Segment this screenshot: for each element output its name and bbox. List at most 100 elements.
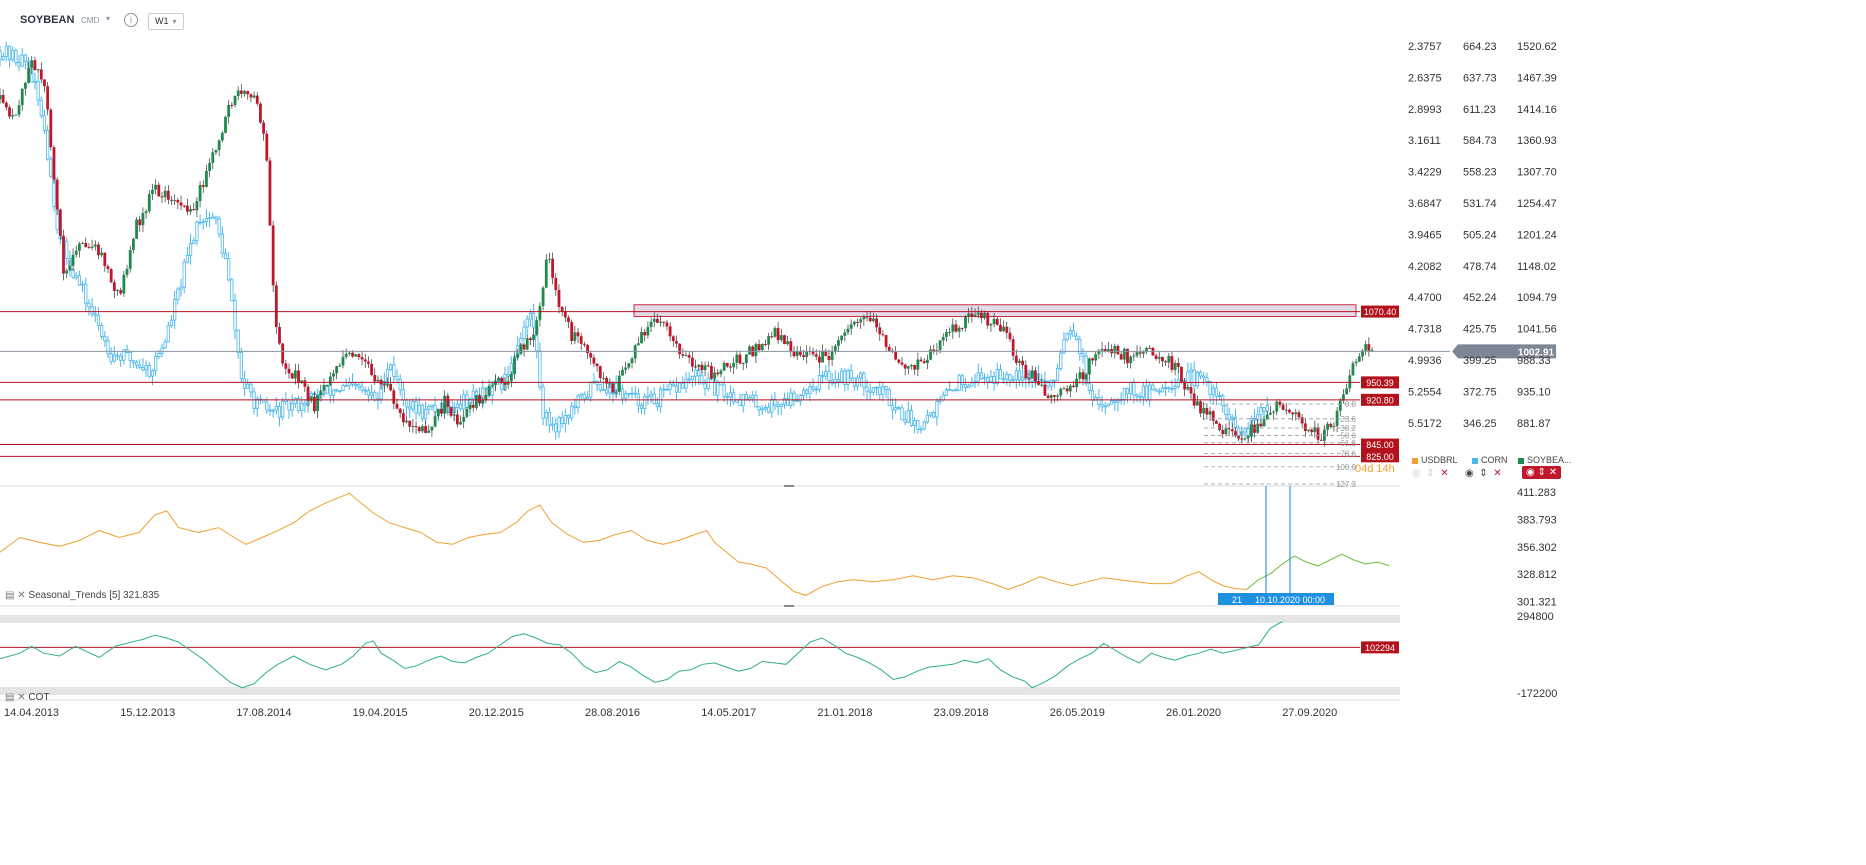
fib-level-label: 38.2 (1340, 424, 1356, 433)
legend-item-usdbrl[interactable]: USDBRL (1412, 455, 1458, 465)
panel-menu-icon[interactable]: ▤ (5, 590, 15, 601)
soybean-candle (887, 346, 891, 351)
legend-item-soybean[interactable]: SOYBEA... (1518, 455, 1572, 465)
move-icon[interactable]: ⇕ (1479, 468, 1488, 479)
panel-close-icon[interactable]: ✕ (17, 692, 26, 703)
soybean-controls[interactable]: ◉ ⇕ ✕ (1522, 466, 1562, 479)
soybean-candle (440, 408, 443, 414)
corn-controls[interactable]: ◉ ⇕ ✕ (1465, 468, 1502, 479)
corn-candle (989, 375, 993, 383)
soybean-candle (624, 367, 628, 370)
soybean-candle (608, 383, 612, 385)
soybean-candle (528, 338, 532, 341)
corn-candle (728, 392, 733, 398)
corn-candle (36, 80, 40, 101)
usdbrl-controls[interactable]: ◎ ⇕ ✕ (1412, 468, 1449, 479)
corn-candle (195, 221, 199, 242)
soybean-candle (246, 91, 250, 95)
soybean-candle (783, 335, 786, 345)
corn-axis-tick: 531.74 (1463, 198, 1497, 210)
corn-candle (147, 365, 151, 377)
close-icon[interactable]: ✕ (1548, 467, 1558, 478)
soybean-candle (582, 343, 586, 345)
corn-candle (233, 300, 237, 331)
soybean-candle (621, 369, 624, 376)
corn-candle (633, 392, 637, 395)
corn-candle (408, 406, 412, 410)
corn-candle (277, 406, 282, 418)
soybean-candle (436, 408, 440, 417)
corn-candle (751, 394, 755, 399)
soybean-candle (595, 363, 599, 367)
close-icon[interactable]: ✕ (1493, 468, 1502, 479)
symbol-title[interactable]: SOYBEAN (20, 14, 75, 26)
panel-close-icon[interactable]: ✕ (17, 590, 26, 601)
soybean-candle (179, 202, 183, 206)
panel-menu-icon[interactable]: ▤ (5, 692, 15, 703)
soybean-candle (1091, 358, 1094, 361)
soybean-candle (1018, 360, 1021, 363)
corn-candle (331, 389, 336, 396)
soybean-candle (1202, 408, 1206, 414)
corn-axis-tick: 425.75 (1463, 324, 1497, 336)
corn-axis-tick: 664.23 (1463, 41, 1497, 53)
soybean-candle (357, 354, 361, 358)
corn-candle (471, 390, 475, 400)
soybean-candle (475, 395, 478, 408)
seasonal-forecast-line (1246, 553, 1390, 590)
corn-candle (322, 392, 326, 395)
soybean-candle (90, 246, 94, 248)
legend-item-corn[interactable]: CORN (1472, 455, 1508, 465)
soybean-candle (65, 270, 69, 274)
corn-candle (17, 62, 21, 67)
soybean-candle (163, 190, 167, 198)
soybean-candle (449, 407, 453, 416)
corn-candle (544, 412, 548, 419)
corn-candle (7, 45, 12, 61)
seasonal-panel-label[interactable]: ▤ ✕ Seasonal_Trends [5] 321.835 (5, 590, 159, 601)
seasonal-axis-tick: 356.302 (1517, 542, 1557, 554)
corn-candle (84, 283, 88, 304)
soybean-candle (875, 318, 878, 328)
corn-candle (433, 404, 437, 413)
corn-candle (944, 389, 949, 396)
cot-panel-label[interactable]: ▤ ✕ COT (5, 692, 50, 703)
corn-candle (303, 402, 307, 406)
corn-candle (859, 372, 863, 379)
move-icon[interactable]: ⇕ (1426, 468, 1435, 479)
eye-icon[interactable]: ◎ (1412, 468, 1421, 479)
move-icon[interactable]: ⇕ (1537, 467, 1546, 478)
soybean-candle (1167, 356, 1171, 363)
corn-candle (1189, 369, 1193, 373)
chevron-down-icon[interactable]: ▾ (106, 14, 111, 23)
corn-candle (922, 421, 926, 430)
soybean-candle (878, 327, 882, 335)
info-icon[interactable]: i (124, 13, 138, 27)
corn-candle (427, 406, 431, 410)
eye-icon[interactable]: ◉ (1526, 467, 1535, 478)
soybean-candle (951, 324, 955, 332)
soybean-candle (1316, 427, 1320, 440)
corn-candle (579, 393, 583, 397)
corn-candle (1059, 352, 1063, 369)
soybean-candle (147, 194, 151, 212)
soybean-candle (938, 340, 942, 351)
soybean-candle (49, 109, 53, 148)
soybean-candle (316, 395, 319, 412)
x-axis-tick: 14.04.2013 (4, 707, 59, 719)
corn-candle (649, 393, 653, 397)
soybean-candle (532, 334, 535, 341)
corn-candle (890, 405, 895, 411)
corn-candle (293, 398, 297, 404)
soybean-candle (252, 95, 256, 98)
soybean-candle (386, 383, 389, 386)
eye-icon[interactable]: ◉ (1465, 468, 1474, 479)
close-icon[interactable]: ✕ (1440, 468, 1449, 479)
timeframe-select[interactable]: W1 ▾ (148, 13, 184, 30)
x-axis-tick: 17.08.2014 (236, 707, 291, 719)
corn-candle (522, 326, 526, 339)
soybean-candle (503, 382, 507, 385)
timeframe-value: W1 (155, 16, 169, 26)
soybean-candle (827, 356, 831, 360)
